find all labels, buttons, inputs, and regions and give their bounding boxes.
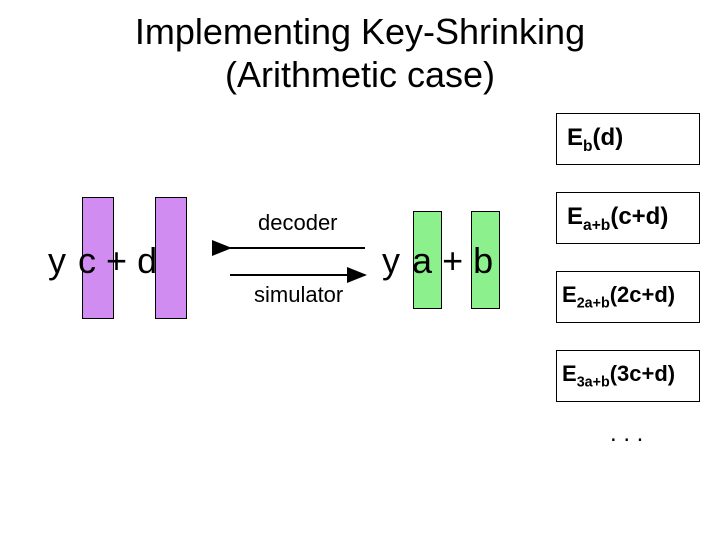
simulator-label: simulator [254, 282, 343, 308]
left-y: y [48, 240, 68, 281]
right-expression: y a + b [382, 240, 493, 282]
title-line-1: Implementing Key-Shrinking [135, 11, 585, 52]
left-expression: y c + d [48, 240, 157, 282]
enc-box-1: Ea+b(c+d) [556, 192, 700, 244]
enc-label-1: Ea+b(c+d) [567, 203, 668, 235]
right-y: y [382, 240, 402, 281]
enc-label-2: E2a+b(2c+d) [562, 282, 675, 311]
title-line-2: (Arithmetic case) [225, 54, 495, 95]
arrows [225, 235, 370, 285]
right-a: a [412, 240, 432, 281]
left-d: d [137, 240, 157, 281]
decoder-label: decoder [258, 210, 338, 236]
left-c: c [78, 240, 96, 281]
right-b: b [473, 240, 493, 281]
enc-box-3: E3a+b(3c+d) [556, 350, 700, 402]
ellipsis: . . . [610, 420, 643, 448]
left-plus: + [106, 240, 127, 281]
enc-label-0: Eb(d) [567, 124, 623, 156]
enc-label-3: E3a+b(3c+d) [562, 361, 675, 390]
enc-box-0: Eb(d) [556, 113, 700, 165]
page-title: Implementing Key-Shrinking (Arithmetic c… [0, 10, 720, 96]
purple-box-d [155, 197, 187, 319]
enc-box-2: E2a+b(2c+d) [556, 271, 700, 323]
right-plus: + [442, 240, 463, 281]
